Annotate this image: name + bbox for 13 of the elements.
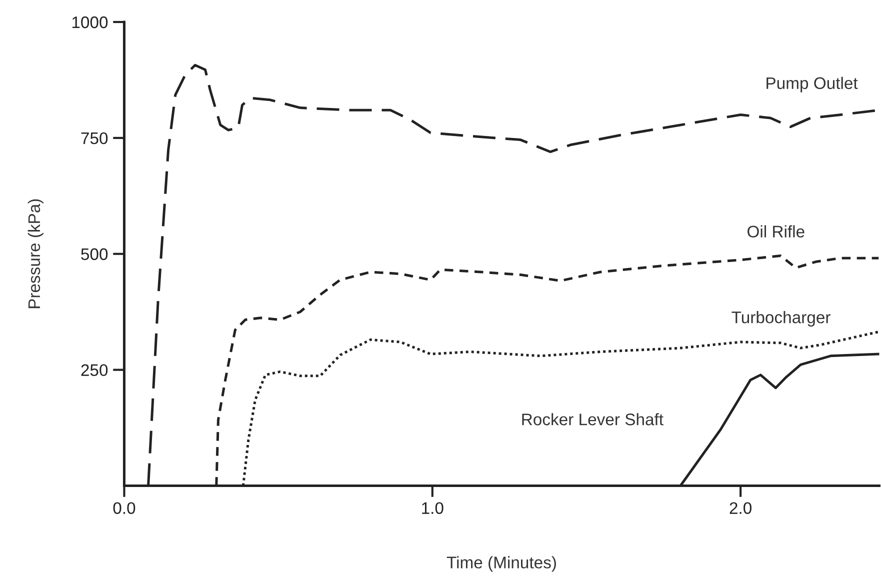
series-label: Oil Rifle bbox=[748, 225, 804, 238]
x-tick-label: 1.0 bbox=[422, 502, 444, 514]
y-tick-label: 750 bbox=[81, 132, 108, 144]
series-label: Turbocharger bbox=[732, 311, 830, 327]
series-label: Pump Outlet bbox=[766, 76, 858, 92]
text: Rocker Lever Shaft bbox=[522, 413, 664, 426]
x-tick-label: 0.0 bbox=[113, 502, 136, 514]
y-tick-label: 500 bbox=[81, 248, 108, 260]
y-axis-title: Pressure (kPa) bbox=[28, 199, 44, 308]
x-tick-label: 2.0 bbox=[730, 502, 752, 514]
y-tick-label: 250 bbox=[81, 364, 108, 376]
y-tick-label: 1000 bbox=[72, 16, 108, 28]
x-axis-title: Time (Minutes) bbox=[446, 556, 556, 572]
